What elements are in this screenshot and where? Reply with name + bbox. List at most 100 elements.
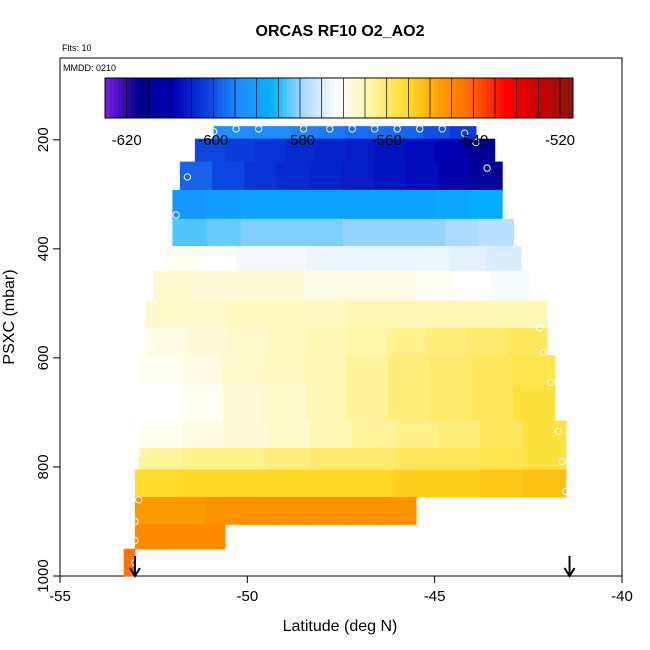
heatmap-cell: [376, 218, 412, 247]
heatmap-cell: [405, 161, 439, 191]
heatmap-cell: [180, 385, 223, 422]
x-tick-label: -55: [49, 588, 71, 605]
heatmap-cell: [123, 548, 136, 577]
heatmap-cell: [346, 385, 389, 422]
heatmap-cell: [378, 270, 417, 302]
heatmap-cell: [138, 385, 181, 422]
colorbar-segment: [477, 78, 483, 118]
heatmap-cell: [224, 447, 268, 471]
heatmap-cell: [194, 138, 226, 163]
sample-point: [165, 238, 173, 247]
colorbar-segment: [555, 78, 561, 118]
heatmap-cell: [244, 161, 278, 191]
colorbar-segment: [157, 78, 162, 118]
heatmap-cell: [284, 138, 316, 163]
colorbar-segment: [339, 78, 344, 118]
colorbar-segment: [399, 78, 405, 118]
y-tick-label: 200: [35, 127, 52, 152]
heatmap-cell: [426, 300, 468, 329]
y-tick-label: 400: [35, 236, 52, 261]
y-tick-label: 600: [35, 345, 52, 370]
heatmap-cell: [490, 270, 529, 302]
sample-point: [438, 125, 446, 133]
colorbar-segment: [282, 78, 288, 118]
heatmap-cell: [345, 496, 382, 525]
heatmap-cell: [374, 138, 406, 163]
heatmap-cell: [394, 420, 439, 449]
heatmap-cell: [164, 524, 196, 550]
sample-point: [131, 536, 139, 545]
heatmap-cell: [308, 218, 344, 247]
heatmap-cell: [512, 355, 556, 386]
colorbar-segment: [109, 78, 115, 118]
colorbar-segment: [451, 78, 457, 118]
heatmap-cell: [309, 420, 353, 449]
heatmap-cell: [179, 161, 213, 191]
colorbar-segment: [135, 78, 141, 118]
colorbar-segment: [482, 78, 487, 118]
colorbar-segment: [256, 78, 262, 118]
heatmap-cell: [239, 126, 267, 140]
colorbar-segment: [152, 78, 158, 118]
colorbar-segment: [235, 78, 240, 118]
heatmap-cell: [276, 161, 310, 191]
down-arrow-icon: [563, 556, 576, 578]
heatmap-cell: [429, 355, 472, 386]
heatmap-cell: [226, 327, 268, 356]
sample-point: [172, 211, 180, 219]
heatmap-cell: [309, 447, 353, 471]
colorbar-segment: [365, 78, 370, 118]
colorbar-segment: [217, 78, 223, 118]
colorbar-segment: [330, 78, 336, 118]
colorbar-segment: [356, 78, 362, 118]
colorbar-segment: [304, 78, 310, 118]
heatmap-cell: [306, 300, 348, 329]
colorbar-segment: [204, 78, 210, 118]
heatmap-cell: [403, 189, 437, 220]
colorbar-segment: [369, 78, 375, 118]
heatmap-cell: [397, 126, 425, 140]
colorbar-segment: [378, 78, 383, 118]
colorbar-segment: [430, 78, 435, 118]
heatmap-cell: [236, 246, 273, 272]
colorbar-segment: [148, 78, 154, 118]
heatmap-cell: [479, 469, 524, 498]
heatmap-cell: [429, 385, 472, 422]
colorbar-segment: [122, 78, 128, 118]
colorbar-segment: [447, 78, 453, 118]
colorbar-segment: [352, 78, 357, 118]
heatmap-cell: [346, 327, 388, 356]
heatmap-cell: [164, 246, 202, 272]
sample-points: [131, 125, 570, 567]
x-axis-label: Latitude (deg N): [283, 618, 398, 635]
heatmap-cell: [306, 327, 348, 356]
end-markers: [129, 556, 576, 578]
colorbar-segment: [516, 78, 522, 118]
heatmap-cell: [342, 246, 380, 272]
sample-point: [483, 164, 491, 172]
colorbar-segment: [347, 78, 353, 118]
heatmap-cell: [180, 355, 223, 386]
heatmap-cell: [479, 218, 514, 247]
heatmap-cell: [437, 447, 481, 471]
sample-point: [254, 125, 263, 133]
colorbar-segment: [196, 78, 201, 118]
colorbar-segment: [239, 78, 245, 118]
colorbar-segment: [248, 78, 253, 118]
heatmap-cell: [305, 385, 348, 422]
heatmap-cell: [303, 270, 342, 302]
colorbar-segment: [165, 78, 171, 118]
heatmap-cell: [221, 469, 265, 498]
heatmap-cell: [292, 126, 320, 140]
colorbar-segment: [191, 78, 197, 118]
colorbar-segment: [139, 78, 145, 118]
colorbar-segment: [174, 78, 180, 118]
sample-point: [135, 496, 143, 504]
heatmap-cell: [170, 496, 206, 525]
colorbar-segment: [300, 78, 305, 118]
heatmap-cell: [352, 420, 396, 449]
heatmap-cell: [469, 189, 503, 220]
sample-point: [416, 125, 424, 133]
colorbar-segment: [538, 78, 544, 118]
